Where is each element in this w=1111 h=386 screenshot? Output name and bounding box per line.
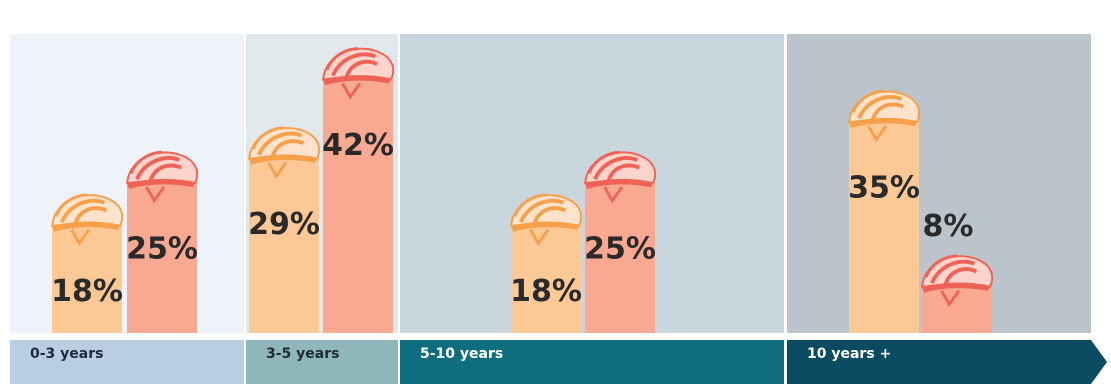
bar bbox=[52, 223, 122, 333]
category-band bbox=[400, 340, 784, 384]
value-label: 35% bbox=[848, 171, 920, 206]
value-label: 18% bbox=[51, 274, 123, 309]
value-label: 18% bbox=[510, 274, 582, 309]
value-label: 29% bbox=[248, 207, 320, 242]
bar bbox=[249, 156, 319, 333]
value-label: 42% bbox=[322, 128, 394, 163]
bar bbox=[585, 180, 655, 333]
category-band-arrow bbox=[787, 340, 1107, 384]
bar bbox=[323, 76, 393, 334]
bar bbox=[127, 180, 197, 333]
value-label: 8% bbox=[923, 209, 974, 244]
category-label: 10 years + bbox=[807, 346, 891, 362]
category-label: 5-10 years bbox=[420, 346, 503, 362]
bar bbox=[511, 223, 581, 333]
bar bbox=[849, 119, 919, 333]
category-label: 3-5 years bbox=[266, 346, 339, 362]
category-band bbox=[246, 340, 398, 384]
category-label: 0-3 years bbox=[30, 346, 103, 362]
value-label: 25% bbox=[126, 232, 198, 267]
category-band bbox=[10, 340, 244, 384]
value-label: 25% bbox=[584, 232, 656, 267]
